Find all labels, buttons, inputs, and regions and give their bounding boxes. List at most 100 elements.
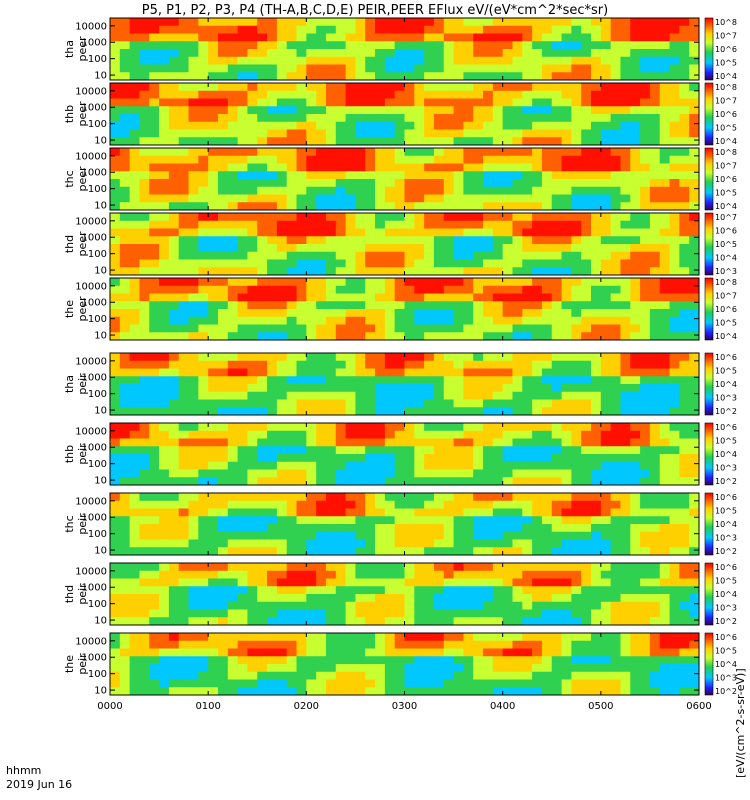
spectrogram-cell	[689, 586, 700, 595]
spectrogram-cell	[110, 609, 121, 618]
spectrogram-cell	[267, 399, 278, 408]
spectrogram-cell	[581, 531, 592, 540]
spectrogram-cell	[296, 114, 307, 123]
spectrogram-cell	[424, 469, 435, 478]
spectrogram-cell	[689, 391, 700, 400]
spectrogram-cell	[384, 679, 396, 688]
spectrogram-cell	[571, 438, 582, 447]
spectrogram-cell	[237, 309, 248, 318]
spectrogram-cell	[365, 640, 376, 649]
spectrogram-cell	[227, 493, 239, 502]
spectrogram-cell	[551, 251, 563, 260]
spectrogram-cell	[541, 72, 553, 81]
spectrogram-cell	[110, 309, 121, 318]
spectrogram-cell	[355, 202, 366, 211]
spectrogram-cell	[159, 547, 170, 556]
spectrogram-cell	[581, 121, 592, 130]
spectrogram-cell	[188, 454, 199, 463]
spectrogram-cell	[237, 586, 248, 595]
spectrogram-cell	[649, 309, 661, 318]
spectrogram-cell	[483, 671, 494, 680]
spectrogram-cell	[208, 601, 219, 610]
spectrogram-cell	[384, 360, 396, 369]
colorbar-tick-label: 10^5	[715, 189, 737, 198]
spectrogram-cell	[168, 454, 180, 463]
spectrogram-cell	[561, 430, 572, 439]
spectrogram-cell	[581, 64, 592, 73]
spectrogram-cell	[276, 83, 288, 92]
spectrogram-cell	[139, 617, 150, 626]
spectrogram-cell	[247, 278, 258, 287]
spectrogram-cell	[463, 332, 474, 341]
spectrogram-cell	[119, 301, 131, 310]
spectrogram-cell	[502, 640, 513, 649]
spectrogram-cell	[110, 461, 121, 470]
spectrogram-cell	[110, 508, 121, 517]
spectrogram-cell	[168, 228, 180, 237]
spectrogram-cell	[325, 244, 337, 253]
spectrogram-cell	[669, 121, 680, 130]
spectrogram-cell	[581, 56, 592, 65]
spectrogram-cell	[492, 601, 504, 610]
spectrogram-cell	[541, 251, 553, 260]
spectrogram-cell	[217, 671, 229, 680]
spectrogram-cell	[404, 106, 415, 115]
spectrogram-cell	[433, 267, 445, 276]
spectrogram-cell	[502, 155, 513, 164]
spectrogram-cell	[159, 259, 170, 268]
spectrogram-cell	[110, 664, 121, 673]
spectrogram-cell	[541, 220, 553, 229]
spectrogram-cell	[591, 251, 602, 260]
spectrogram-cell	[365, 236, 376, 245]
spectrogram-cell	[139, 664, 150, 673]
spectrogram-cell	[541, 121, 553, 130]
spectrogram-cell	[630, 90, 641, 99]
spectrogram-cell	[561, 609, 572, 618]
spectrogram-cell	[384, 570, 396, 579]
spectrogram-cell	[424, 384, 435, 393]
spectrogram-cell	[178, 360, 190, 369]
spectrogram-cell	[532, 293, 543, 302]
spectrogram-cell	[571, 516, 582, 525]
spectrogram-cell	[198, 430, 209, 439]
y-tick-label: 10	[94, 406, 107, 417]
spectrogram-cell	[433, 407, 445, 416]
spectrogram-cell	[276, 493, 288, 502]
spectrogram-cell	[571, 301, 582, 310]
spectrogram-cell	[267, 438, 278, 447]
spectrogram-cell	[335, 430, 347, 439]
spectrogram-cell	[345, 353, 356, 362]
spectrogram-cell	[306, 251, 317, 260]
spectrogram-cell	[669, 202, 680, 211]
spectrogram-cell	[659, 531, 671, 540]
spectrogram-cell	[198, 399, 209, 408]
spectrogram-cell	[316, 679, 327, 688]
spectrogram-cell	[139, 56, 150, 65]
spectrogram-cell	[649, 547, 661, 556]
spectrogram-cell	[689, 202, 700, 211]
spectrogram-cell	[394, 531, 405, 540]
spectrogram-cell	[110, 430, 121, 439]
spectrogram-cell	[306, 72, 317, 81]
spectrogram-cell	[345, 609, 356, 618]
spectrogram-cell	[168, 259, 180, 268]
spectrogram-cell	[473, 648, 484, 657]
spectrogram-cell	[679, 391, 690, 400]
spectrogram-cell	[306, 500, 317, 509]
panel-probe-label: thc	[63, 170, 76, 187]
spectrogram-cell	[483, 570, 494, 579]
spectrogram-cell	[532, 601, 543, 610]
spectrogram-cell	[129, 316, 140, 325]
spectrogram-cell	[433, 430, 445, 439]
spectrogram-cell	[227, 539, 239, 548]
spectrogram-cell	[217, 49, 229, 58]
spectrogram-cell	[541, 586, 553, 595]
y-tick-label: 1000	[82, 583, 107, 594]
spectrogram-cell	[630, 516, 641, 525]
spectrogram-cell	[512, 547, 523, 556]
spectrogram-cell	[188, 148, 199, 157]
spectrogram-cell	[355, 49, 366, 58]
spectrogram-cell	[345, 309, 356, 318]
spectrogram-cell	[375, 316, 386, 325]
